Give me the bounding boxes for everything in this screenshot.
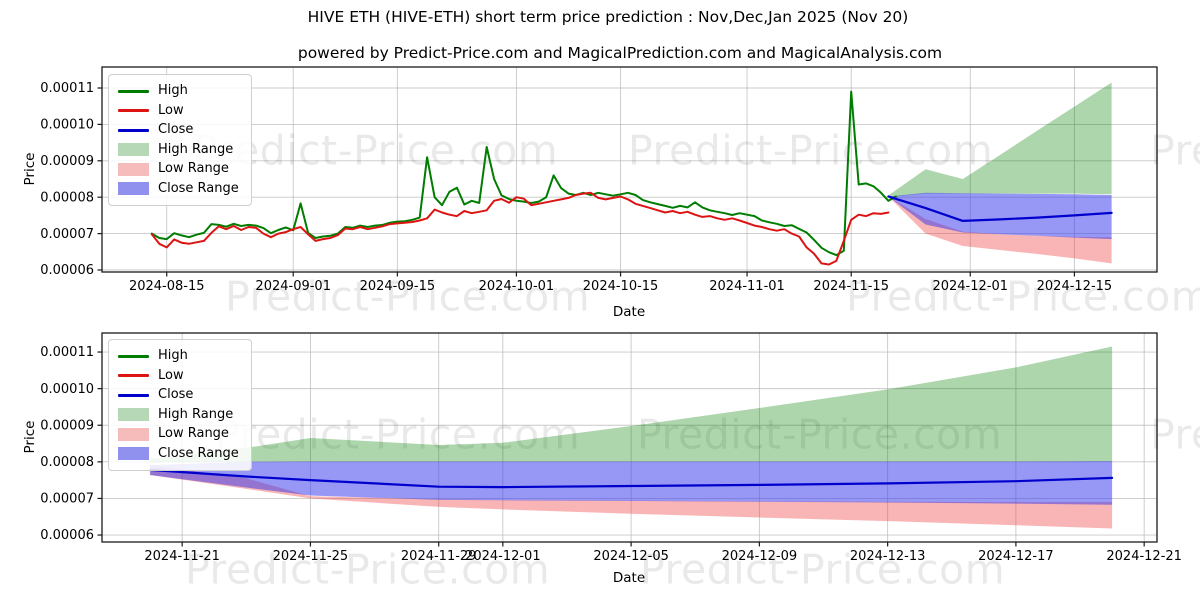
legend-line-swatch <box>118 393 149 397</box>
top-chart-ytick-label: 0.00006 <box>40 263 94 278</box>
legend-item-close-range: Close Range <box>118 181 239 198</box>
top-chart-low-range-band <box>888 196 1112 264</box>
legend-item-close: Close <box>118 387 239 404</box>
top-chart-high-line <box>150 90 897 257</box>
top-chart-xlabel: Date <box>612 304 646 320</box>
powered-by-subtitle: powered by Predict-Price.com and Magical… <box>297 44 943 62</box>
bottom-chart-close-range-band <box>150 461 1113 505</box>
bottom-chart-xtick-label: 2024-12-17 <box>978 549 1054 564</box>
watermark-text: Predict-Price.com <box>1150 126 1200 175</box>
legend-item-high-range: High Range <box>118 142 239 159</box>
bottom-chart-ytick-label: 0.00011 <box>40 345 94 360</box>
figure-title: HIVE ETH (HIVE-ETH) short term price pre… <box>307 8 909 26</box>
legend-label: High <box>158 348 188 363</box>
legend-patch-swatch <box>118 427 149 441</box>
top-chart-ytick-label: 0.00008 <box>40 190 94 205</box>
legend-patch-swatch <box>118 143 149 157</box>
top-chart-xtick-label: 2024-09-01 <box>255 279 331 294</box>
top-chart-ytick-label: 0.00009 <box>40 154 94 169</box>
legend-patch-swatch <box>118 447 149 461</box>
bottom-chart-legend: High Low Close High Range Low Range Close Ran… <box>108 339 252 471</box>
legend-item-high: High <box>118 83 239 100</box>
top-chart-legend: High Low Close High Range Low Range Close Ran… <box>108 74 252 206</box>
watermark-text: Predict-Price.com <box>185 545 551 594</box>
legend-label: Low <box>158 102 184 118</box>
legend-label: Close <box>158 122 194 137</box>
top-chart-xtick-label: 2024-11-15 <box>813 279 889 294</box>
bottom-chart-ytick-label: 0.00006 <box>40 528 94 543</box>
legend-patch-swatch <box>118 162 149 176</box>
legend-line-swatch <box>118 374 149 378</box>
watermark-text: Predict-Price.com <box>640 545 1006 594</box>
bottom-chart-xtick-label: 2024-11-21 <box>144 549 220 564</box>
legend-item-high: High <box>118 348 239 365</box>
top-chart-xtick-label: 2024-08-15 <box>129 279 205 294</box>
legend-label: High Range <box>158 406 234 422</box>
bottom-chart-xtick-label: 2024-12-21 <box>1106 549 1182 564</box>
top-chart-frame <box>101 66 1158 273</box>
bottom-chart-xtick-label: 2024-11-25 <box>273 549 349 564</box>
top-chart-xtick-label: 2024-09-15 <box>360 279 436 294</box>
watermark-text: Predict-Price.com <box>1150 410 1200 459</box>
legend-item-close-range: Close Range <box>118 446 239 463</box>
bottom-chart-ytick-label: 0.00010 <box>40 382 94 397</box>
watermark-text: Predict-Price.com <box>637 411 1002 459</box>
legend-patch-swatch <box>118 408 149 422</box>
top-chart-xtick-label: 2024-12-01 <box>932 279 1008 294</box>
top-chart-close-line <box>887 195 1113 222</box>
top-chart-low-line <box>150 191 890 266</box>
legend-label: High Range <box>158 141 234 157</box>
legend-item-close: Close <box>118 122 239 139</box>
watermark-text: Predict-Price.com <box>628 126 994 175</box>
legend-label: Low Range <box>158 161 229 176</box>
top-chart-close-range-band <box>888 192 1112 240</box>
top-chart-xtick-label: 2024-12-15 <box>1037 279 1113 294</box>
top-chart-xtick-label: 2024-10-15 <box>583 279 659 294</box>
legend-item-low-range: Low Range <box>118 161 239 178</box>
bottom-chart-ytick-label: 0.00009 <box>40 418 94 433</box>
bottom-chart-low-range-band <box>150 465 1113 529</box>
top-chart-high-range-band <box>888 82 1112 198</box>
bottom-chart-close-line <box>149 468 1114 489</box>
bottom-chart-xtick-label: 2024-12-13 <box>850 549 926 564</box>
legend-label: Close <box>158 387 194 402</box>
bottom-chart-ytick-label: 0.00008 <box>40 455 94 470</box>
bottom-chart-xtick-label: 2024-12-05 <box>593 549 669 564</box>
legend-line-swatch <box>118 89 149 93</box>
bottom-chart-xtick-label: 2024-12-09 <box>722 549 798 564</box>
legend-line-swatch <box>118 354 149 358</box>
legend-label: Close Range <box>158 180 239 196</box>
bottom-chart-xlabel: Date <box>612 570 646 586</box>
legend-label: Close Range <box>158 445 239 461</box>
legend-label: Low <box>158 367 184 383</box>
watermark-text: Predict-Price.com <box>846 272 1200 321</box>
watermark-text: Predict-Price.com <box>193 126 559 175</box>
legend-line-swatch <box>118 109 149 113</box>
legend-item-high-range: High Range <box>118 407 239 424</box>
legend-item-low-range: Low Range <box>118 426 239 443</box>
legend-item-low: Low <box>118 368 239 385</box>
top-chart-xtick-label: 2024-10-01 <box>479 279 555 294</box>
top-chart-xtick-label: 2024-11-01 <box>709 279 785 294</box>
legend-line-swatch <box>118 128 149 132</box>
top-chart-ytick-label: 0.00011 <box>40 81 94 96</box>
watermark-text: Predict-Price.com <box>215 410 581 459</box>
top-chart-ytick-label: 0.00010 <box>40 118 94 133</box>
legend-label: Low Range <box>158 426 229 441</box>
bottom-chart-xtick-label: 2024-11-29 <box>401 549 477 564</box>
top-chart-ytick-label: 0.00007 <box>40 227 94 242</box>
watermark-text: Predict-Price.com <box>225 272 591 321</box>
legend-item-low: Low <box>118 103 239 120</box>
bottom-chart-ytick-label: 0.00007 <box>40 492 94 507</box>
legend-patch-swatch <box>118 182 149 196</box>
bottom-chart-high-range-band <box>150 346 1113 463</box>
bottom-chart-xtick-label: 2024-12-01 <box>465 549 541 564</box>
bottom-chart-frame <box>101 332 1158 543</box>
legend-label: High <box>158 83 188 98</box>
